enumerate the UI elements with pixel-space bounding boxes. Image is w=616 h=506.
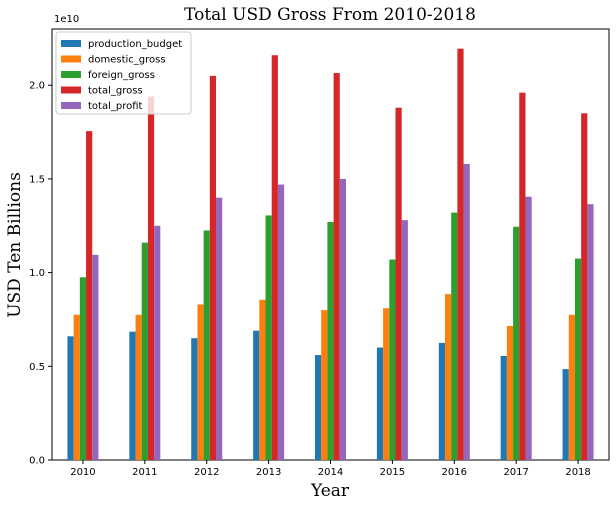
bar-total_gross-2012 (209, 75, 217, 460)
bar-production_budget-2010 (67, 336, 74, 460)
bar-total_profit-2013 (277, 184, 285, 460)
chart-title: Total USD Gross From 2010-2018 (184, 5, 476, 25)
legend-swatch-foreign_gross (61, 71, 81, 78)
x-tick-label: 2017 (503, 467, 528, 478)
bar-foreign_gross-2011 (141, 242, 148, 460)
bar-foreign_gross-2018 (574, 258, 582, 460)
bar-total_profit-2015 (401, 220, 408, 460)
y-axis: 0.0 0.5 1.0 1.5 2.0 (29, 81, 52, 467)
bar-total_profit-2010 (92, 254, 99, 460)
bar-total_profit-2012 (216, 197, 223, 460)
bar-domestic_gross-2012 (197, 304, 204, 460)
legend-label-domestic_gross: domestic_gross (88, 55, 166, 66)
bar-foreign_gross-2013 (265, 215, 272, 460)
bar-domestic_gross-2016 (444, 294, 452, 460)
bar-production_budget-2017 (500, 356, 507, 460)
bar-foreign_gross-2017 (513, 226, 520, 460)
legend-swatch-total_profit (61, 102, 81, 109)
bar-domestic_gross-2018 (568, 314, 575, 460)
bar-foreign_gross-2012 (203, 230, 210, 460)
x-axis-label: Year (310, 481, 350, 501)
bar-total_profit-2016 (463, 163, 470, 461)
legend-swatch-production_budget (61, 40, 81, 47)
x-tick-label: 2010 (70, 467, 95, 478)
legend-swatch-total_gross (61, 86, 81, 94)
x-tick-label: 2015 (380, 467, 405, 478)
bar-total_gross-2013 (271, 55, 278, 460)
bar-production_budget-2011 (129, 331, 136, 460)
x-tick-label: 2014 (318, 467, 343, 478)
y-tick-label: 0.5 (29, 362, 45, 373)
x-tick-label: 2013 (256, 467, 281, 478)
bar-total_profit-2018 (587, 204, 594, 460)
bar-foreign_gross-2016 (451, 212, 458, 460)
bar-domestic_gross-2017 (506, 326, 514, 460)
bar-domestic_gross-2011 (135, 314, 142, 460)
bar-total_gross-2017 (519, 92, 526, 461)
bar-production_budget-2016 (438, 342, 445, 460)
bar-total_profit-2017 (525, 196, 532, 460)
bar-total_profit-2011 (154, 225, 161, 460)
bar-total_profit-2014 (339, 178, 346, 460)
legend-label-production_budget: production_budget (88, 39, 182, 50)
bar-production_budget-2015 (376, 347, 384, 460)
bar-total_gross-2011 (147, 96, 155, 461)
bar-foreign_gross-2014 (327, 222, 334, 460)
x-tick-label: 2016 (442, 467, 467, 478)
bar-total_gross-2014 (333, 73, 340, 460)
bar-total_gross-2016 (457, 48, 464, 461)
x-tick-label: 2011 (132, 467, 157, 478)
y-axis-label: USD Ten Billions (5, 172, 25, 318)
y-tick-label: 0.0 (29, 456, 45, 467)
bar-foreign_gross-2015 (389, 259, 396, 460)
bar-total_gross-2010 (86, 131, 93, 460)
legend-frame (55, 31, 192, 115)
bar-production_budget-2012 (191, 338, 198, 460)
y-axis-offset-text: 1e10 (54, 14, 79, 25)
y-tick-label: 1.0 (29, 268, 45, 279)
x-tick-label: 2012 (194, 467, 219, 478)
legend-label-total_profit: total_profit (88, 101, 143, 112)
x-tick-label: 2018 (565, 467, 590, 478)
legend-swatch-domestic_gross (61, 55, 81, 63)
bar-total_gross-2018 (581, 113, 588, 460)
bar-total_gross-2015 (395, 107, 402, 460)
legend-label-total_gross: total_gross (88, 86, 143, 97)
bar-foreign_gross-2010 (79, 277, 87, 460)
bar-production_budget-2013 (253, 330, 260, 460)
bars-group (67, 48, 594, 461)
y-tick-label: 2.0 (29, 81, 45, 92)
legend: production_budget domestic_gross foreign_g… (55, 31, 192, 115)
bar-domestic_gross-2010 (73, 314, 80, 460)
bar-production_budget-2014 (315, 355, 322, 460)
y-tick-label: 1.5 (29, 174, 45, 185)
bar-domestic_gross-2014 (321, 310, 328, 460)
bar-domestic_gross-2015 (383, 308, 390, 460)
x-axis: 2010 2011 2012 2013 2014 2015 2016 2017 2018 (70, 460, 591, 478)
bar-domestic_gross-2013 (259, 299, 266, 460)
bar-production_budget-2018 (562, 369, 569, 460)
legend-label-foreign_gross: foreign_gross (88, 70, 155, 81)
